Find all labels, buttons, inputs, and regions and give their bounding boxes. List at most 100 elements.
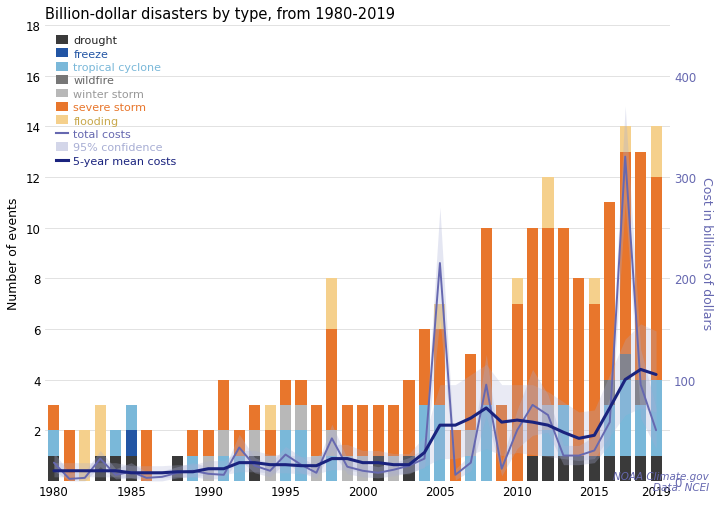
Bar [357,405,369,456]
Bar [419,405,430,481]
Bar [388,456,399,481]
Bar [373,456,384,481]
Y-axis label: Cost in billions of dollars: Cost in billions of dollars [700,177,713,330]
Bar [48,405,60,430]
Bar [635,152,646,380]
Bar [249,456,260,481]
Bar [527,456,538,481]
Bar [326,456,338,481]
Bar [573,456,585,481]
Bar [604,405,616,456]
Bar [465,456,477,481]
Bar [512,304,523,481]
Bar [650,456,662,481]
Bar [326,430,338,456]
Bar [542,405,554,430]
Bar [542,178,554,228]
Bar [450,430,461,481]
Bar [203,430,214,456]
Bar [542,228,554,405]
Text: NOAA Climate.gov
Data: NCEI: NOAA Climate.gov Data: NCEI [613,471,709,492]
Bar [264,405,276,430]
Bar [172,456,183,481]
Bar [234,456,245,481]
Bar [558,405,569,456]
Bar [542,430,554,456]
Bar [295,405,307,430]
Bar [311,405,322,456]
Bar [650,127,662,178]
Bar [620,456,631,481]
Bar [481,405,492,481]
Bar [234,430,245,456]
Bar [542,456,554,481]
Bar [249,430,260,456]
Bar [635,380,646,405]
Bar [295,430,307,481]
Bar [218,380,230,430]
Bar [635,405,646,456]
Bar [280,430,291,481]
Bar [496,405,507,481]
Bar [280,405,291,430]
Bar [512,279,523,304]
Bar [403,380,415,456]
Bar [311,456,322,481]
Bar [218,456,230,481]
Bar [95,405,106,456]
Bar [249,405,260,430]
Bar [342,456,353,481]
Bar [64,430,75,481]
Bar [48,430,60,456]
Bar [589,304,600,456]
Bar [434,405,446,481]
Bar [187,456,199,481]
Bar [620,380,631,456]
Bar [326,279,338,329]
Bar [635,456,646,481]
Bar [95,456,106,481]
Legend: drought, freeze, tropical cyclone, wildfire, winter storm, severe storm, floodin: drought, freeze, tropical cyclone, wildf… [53,34,179,169]
Bar [342,405,353,456]
Bar [604,203,616,380]
Bar [187,430,199,456]
Bar [558,228,569,405]
Bar [357,456,369,481]
Bar [388,405,399,456]
Bar [110,456,121,481]
Bar [465,355,477,430]
Bar [650,380,662,456]
Bar [419,329,430,405]
Bar [527,228,538,456]
Bar [48,456,60,481]
Bar [110,430,121,456]
Bar [481,228,492,405]
Bar [295,380,307,405]
Bar [620,152,631,355]
Bar [373,405,384,456]
Bar [326,329,338,430]
Bar [573,279,585,456]
Bar [620,355,631,380]
Bar [125,405,137,430]
Bar [141,430,152,481]
Bar [650,178,662,380]
Bar [465,430,477,456]
Bar [125,456,137,481]
Text: Billion-dollar disasters by type, from 1980-2019: Billion-dollar disasters by type, from 1… [45,7,395,22]
Bar [203,456,214,481]
Bar [403,456,415,481]
Bar [589,279,600,304]
Bar [620,127,631,152]
Bar [434,329,446,405]
Bar [604,380,616,405]
Y-axis label: Number of events: Number of events [7,197,20,310]
Bar [264,456,276,481]
Bar [434,304,446,329]
Bar [604,456,616,481]
Bar [280,380,291,405]
Bar [218,430,230,456]
Bar [79,430,91,481]
Bar [264,430,276,456]
Bar [125,430,137,456]
